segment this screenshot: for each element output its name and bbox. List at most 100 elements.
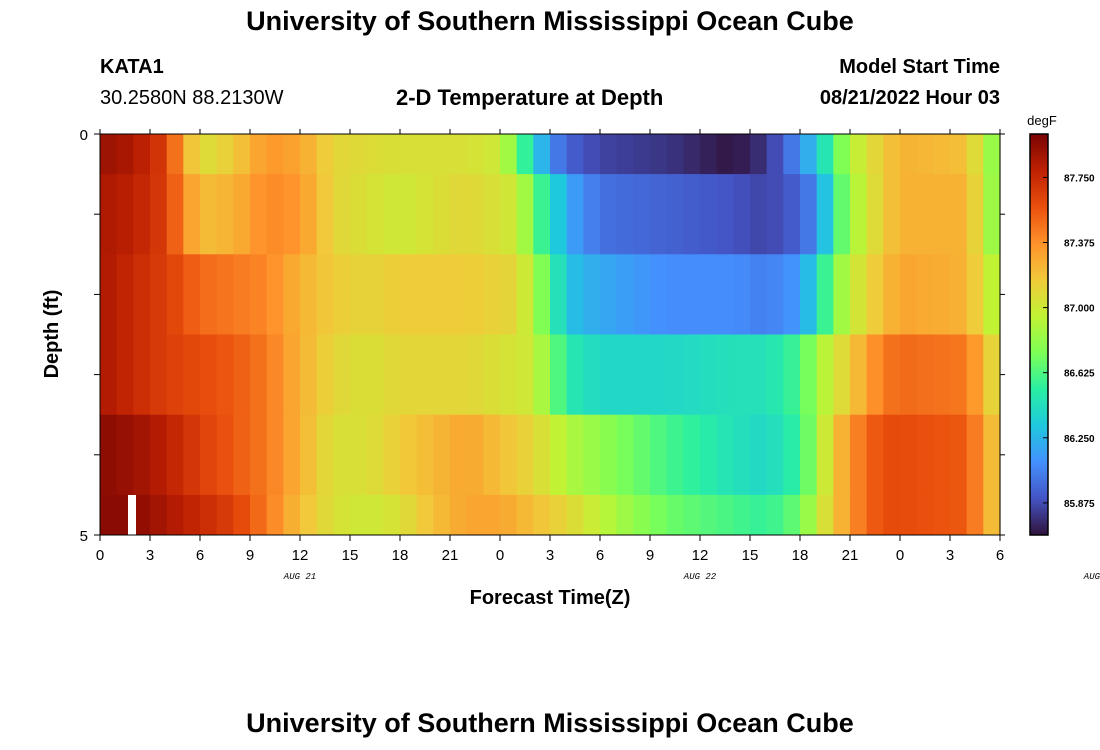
heatmap-cell <box>183 174 201 255</box>
heatmap-cell <box>650 334 668 416</box>
heatmap-cell <box>900 174 918 255</box>
heatmap-cell <box>416 494 434 536</box>
heatmap-cell <box>133 254 151 335</box>
heatmap-cell <box>616 134 634 175</box>
heatmap-cell <box>916 174 934 255</box>
heatmap-cell <box>416 174 434 255</box>
heatmap-cell <box>400 134 418 175</box>
heatmap-cell <box>333 494 351 536</box>
heatmap-cell <box>700 414 718 496</box>
model-start-value: 08/21/2022 Hour 03 <box>819 87 1000 109</box>
heatmap-cell <box>116 334 134 416</box>
heatmap-cell <box>466 254 484 335</box>
heatmap-cell <box>233 334 251 416</box>
colorbar-tick-label: 86.625 <box>1064 369 1095 380</box>
heatmap-cell <box>733 174 751 255</box>
heatmap-cell <box>466 134 484 175</box>
heatmap-cell <box>500 174 518 255</box>
heatmap-cell <box>233 254 251 335</box>
heatmap-cell <box>550 334 568 416</box>
heatmap-cell <box>933 334 951 416</box>
heatmap-cell <box>133 414 151 496</box>
heatmap-cell <box>766 334 784 416</box>
heatmap-cell <box>233 494 251 536</box>
heatmap-cell <box>800 414 818 496</box>
heatmap-cell <box>216 134 234 175</box>
heatmap-cell <box>516 414 534 496</box>
heatmap-cell <box>766 494 784 536</box>
heatmap-cell <box>566 174 584 255</box>
heatmap-cell <box>683 494 701 536</box>
heatmap-cell <box>300 414 318 496</box>
heatmap-cell <box>450 174 468 255</box>
heatmap-cell <box>716 254 734 335</box>
heatmap-cell <box>933 254 951 335</box>
heatmap-cell <box>816 174 834 255</box>
heatmap-cell <box>266 174 284 255</box>
heatmap-cell <box>650 254 668 335</box>
heatmap-cell <box>283 254 301 335</box>
x-tick-label: 18 <box>392 547 409 564</box>
heatmap-cell <box>250 134 268 175</box>
colorbar-tick-label: 87.000 <box>1064 304 1095 315</box>
heatmap-cell <box>550 174 568 255</box>
x-tick-label: 6 <box>196 547 204 564</box>
heatmap-cell <box>783 174 801 255</box>
heatmap-cell <box>850 334 868 416</box>
heatmap-cell <box>850 414 868 496</box>
heatmap-cell <box>966 334 984 416</box>
heatmap-cell <box>700 174 718 255</box>
heatmap-cell <box>983 254 1001 335</box>
heatmap-cell <box>983 414 1001 496</box>
heatmap-cell <box>316 254 334 335</box>
heatmap-cell <box>100 134 118 175</box>
heatmap-cell <box>616 494 634 536</box>
heatmap-cell <box>616 174 634 255</box>
heatmap-cell <box>316 334 334 416</box>
heatmap-cell <box>466 334 484 416</box>
heatmap-cell <box>883 134 901 175</box>
heatmap-cell <box>283 414 301 496</box>
heatmap-cell <box>666 174 684 255</box>
heatmap-cell <box>516 134 534 175</box>
heatmap-cell <box>366 134 384 175</box>
heatmap-cell <box>583 134 601 175</box>
heatmap-cell <box>266 134 284 175</box>
heatmap-cell <box>400 494 418 536</box>
heatmap-cell <box>600 494 618 536</box>
heatmap-cell <box>466 494 484 536</box>
heatmap-cell <box>266 254 284 335</box>
x-tick-label: 3 <box>946 547 954 564</box>
heatmap-cell <box>533 174 551 255</box>
heatmap-cell <box>116 174 134 255</box>
heatmap-cell <box>483 254 501 335</box>
colorbar-tick-label: 85.875 <box>1064 499 1095 510</box>
heatmap-cell <box>100 414 118 496</box>
heatmap-cell <box>600 174 618 255</box>
heatmap-cell <box>200 174 218 255</box>
heatmap-cell <box>633 134 651 175</box>
heatmap-cell <box>116 254 134 335</box>
heatmap-cell <box>916 494 934 536</box>
heatmap-cell <box>933 134 951 175</box>
heatmap-cell <box>783 254 801 335</box>
heatmap-cell <box>550 494 568 536</box>
x-tick-label: 3 <box>546 547 554 564</box>
heatmap-cell <box>383 134 401 175</box>
x-tick-label: 12 <box>292 547 309 564</box>
heatmap-cell <box>750 134 768 175</box>
heatmap-cell <box>166 134 184 175</box>
heatmap-cell <box>166 494 184 536</box>
heatmap-cell <box>850 494 868 536</box>
heatmap-cell <box>800 174 818 255</box>
heatmap-cell <box>166 414 184 496</box>
heatmap-cell <box>650 494 668 536</box>
heatmap-cell <box>966 494 984 536</box>
heatmap-cell <box>783 334 801 416</box>
heatmap-cell <box>500 254 518 335</box>
heatmap-cell <box>150 134 168 175</box>
heatmap-cell <box>333 254 351 335</box>
heatmap-cell <box>233 174 251 255</box>
heatmap-cell <box>400 174 418 255</box>
heatmap-cell <box>383 494 401 536</box>
